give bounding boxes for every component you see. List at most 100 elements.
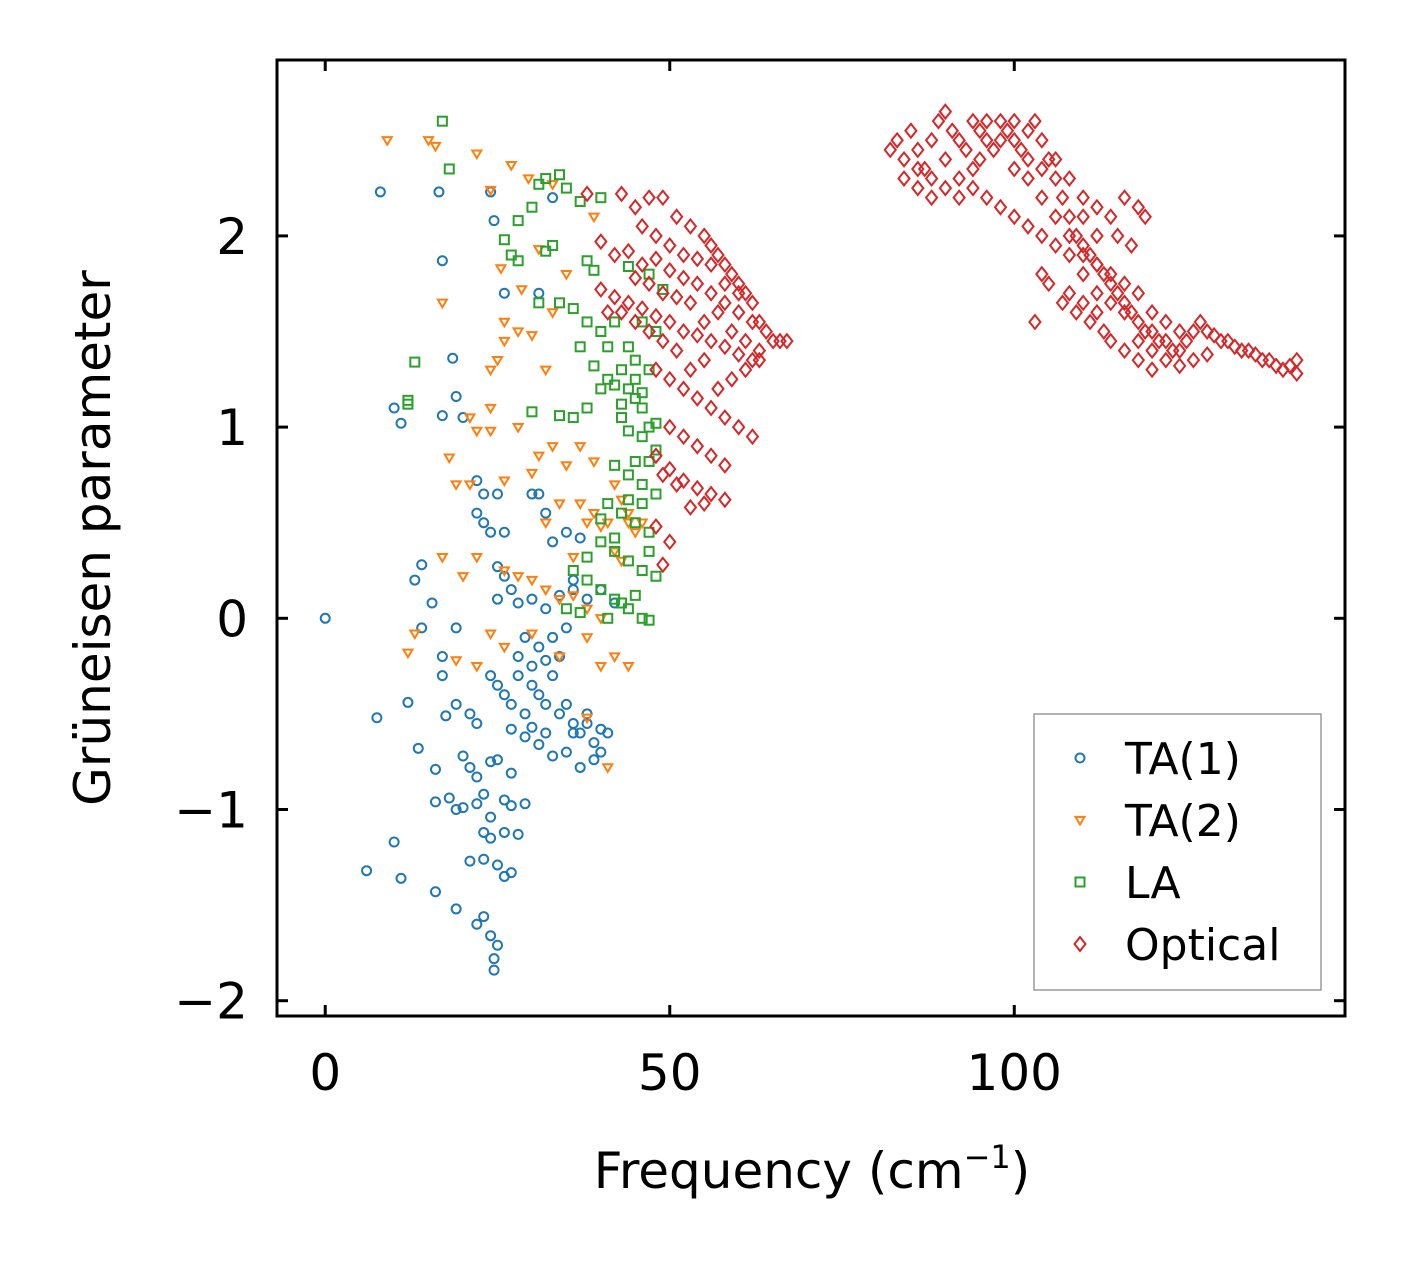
data-point xyxy=(574,727,586,739)
data-point xyxy=(408,629,422,641)
data-point xyxy=(636,612,648,624)
data-point xyxy=(581,316,593,328)
data-point xyxy=(745,313,760,331)
data-point xyxy=(938,150,953,168)
data-point xyxy=(1090,284,1104,302)
data-point xyxy=(526,721,538,733)
data-point xyxy=(498,642,511,654)
data-point xyxy=(731,284,746,302)
data-point xyxy=(525,575,539,587)
data-point xyxy=(519,798,531,810)
data-point xyxy=(1000,122,1015,140)
data-point xyxy=(993,131,1008,149)
data-point xyxy=(546,180,559,191)
data-point xyxy=(540,603,552,615)
data-point xyxy=(1097,323,1111,340)
data-point xyxy=(1090,227,1104,245)
data-point xyxy=(609,545,621,557)
data-point xyxy=(1090,256,1104,274)
data-point xyxy=(649,227,663,245)
data-point xyxy=(525,331,539,342)
data-point xyxy=(952,131,966,149)
data-point xyxy=(724,265,739,283)
data-point xyxy=(498,317,511,329)
data-point xyxy=(484,185,497,197)
data-point xyxy=(470,552,484,564)
data-point xyxy=(890,131,904,149)
data-point xyxy=(642,275,656,293)
data-point xyxy=(581,593,593,605)
data-point xyxy=(697,351,711,369)
data-point xyxy=(622,555,634,567)
data-point xyxy=(622,425,634,437)
data-point xyxy=(1028,313,1042,331)
data-point xyxy=(704,447,718,465)
data-point xyxy=(533,178,545,190)
data-point xyxy=(1117,189,1132,207)
y-axis-title: Grüneisen parameter xyxy=(64,270,122,806)
data-point xyxy=(505,867,517,879)
data-point xyxy=(491,859,503,871)
data-point xyxy=(478,853,490,865)
data-point xyxy=(498,689,510,701)
data-point xyxy=(1227,338,1242,356)
data-point xyxy=(1103,294,1118,312)
data-point xyxy=(526,679,538,691)
data-point xyxy=(388,836,400,848)
data-point xyxy=(560,603,572,615)
data-point xyxy=(436,651,448,663)
data-point xyxy=(540,727,552,739)
data-point xyxy=(759,323,773,340)
data-point xyxy=(683,294,698,312)
data-point xyxy=(573,442,587,453)
data-point xyxy=(622,494,634,506)
data-point xyxy=(505,767,517,779)
data-point xyxy=(1048,236,1063,254)
data-point xyxy=(485,526,497,538)
data-point xyxy=(1145,323,1159,340)
data-point xyxy=(1021,150,1035,168)
data-point xyxy=(519,631,531,643)
data-point xyxy=(669,288,684,306)
data-point xyxy=(731,345,746,363)
data-point xyxy=(567,727,579,739)
data-point xyxy=(1159,332,1173,350)
data-point xyxy=(649,361,663,379)
data-point xyxy=(628,198,643,216)
data-point xyxy=(883,141,898,159)
data-point xyxy=(553,595,566,606)
data-point xyxy=(752,342,767,360)
data-point xyxy=(574,532,586,544)
data-point xyxy=(697,495,711,513)
data-point xyxy=(436,670,448,682)
data-point xyxy=(1076,294,1090,312)
data-point xyxy=(505,584,517,596)
data-point xyxy=(718,338,732,356)
data-point xyxy=(540,698,552,710)
data-point xyxy=(429,141,442,153)
data-point xyxy=(608,547,621,558)
data-point xyxy=(1021,170,1035,188)
data-point xyxy=(1048,150,1063,168)
data-point xyxy=(560,461,573,472)
data-point xyxy=(416,559,428,571)
data-point xyxy=(1248,345,1263,363)
data-point xyxy=(690,437,705,455)
data-point xyxy=(683,217,698,235)
data-point xyxy=(724,323,739,340)
data-point xyxy=(485,811,497,823)
data-point xyxy=(539,585,552,597)
data-point xyxy=(676,472,691,490)
data-point xyxy=(574,195,586,207)
data-point xyxy=(635,300,649,318)
data-point xyxy=(374,186,386,198)
data-point xyxy=(525,468,539,480)
data-point xyxy=(478,911,490,923)
data-point xyxy=(594,661,608,673)
legend-label: TA(1) xyxy=(1124,734,1241,785)
data-point xyxy=(636,402,648,414)
data-point xyxy=(662,261,677,279)
data-point xyxy=(1076,246,1090,264)
data-point xyxy=(512,597,524,609)
data-point xyxy=(574,607,586,619)
